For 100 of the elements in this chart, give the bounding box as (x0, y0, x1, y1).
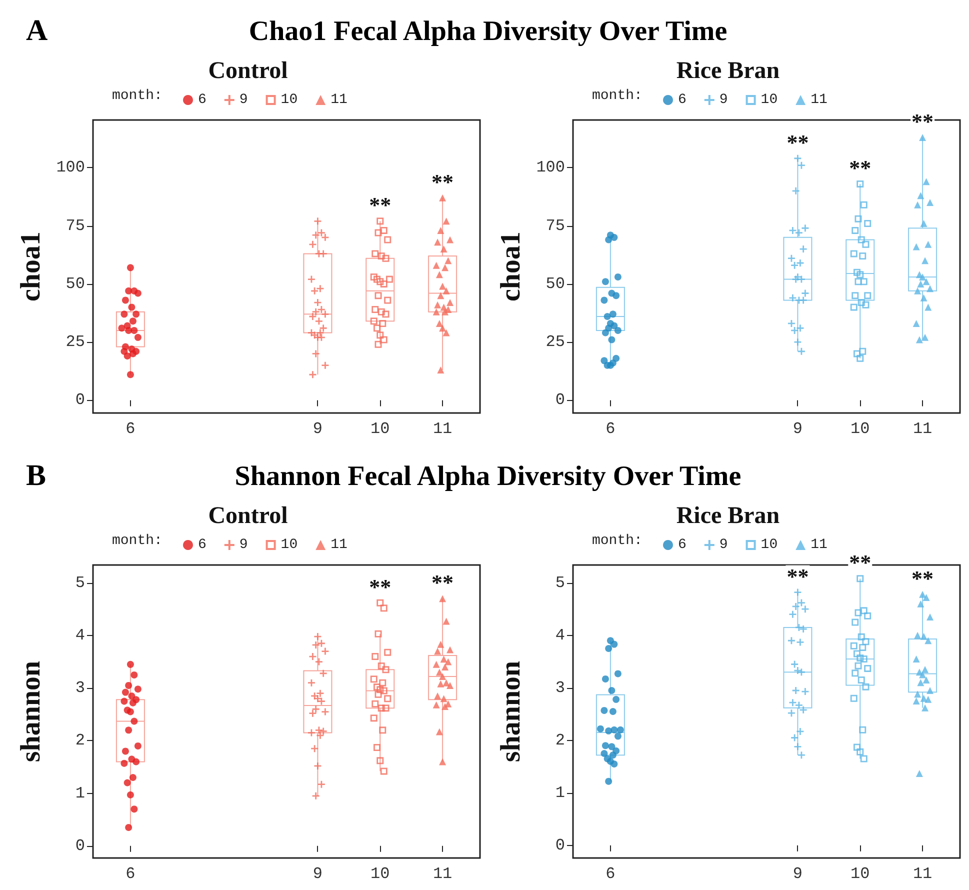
point (800, 626, 807, 633)
point (126, 791, 134, 798)
point (309, 371, 316, 378)
point (856, 748, 864, 756)
point (802, 606, 809, 613)
point (128, 304, 136, 311)
point (796, 728, 804, 735)
point (922, 704, 929, 712)
point (372, 250, 379, 258)
point (442, 287, 450, 294)
point (852, 292, 859, 300)
y-tick-label: 100 (56, 158, 85, 177)
point (800, 296, 807, 304)
point (792, 276, 800, 283)
point (311, 745, 318, 752)
point (440, 656, 448, 663)
point (610, 234, 618, 241)
point (796, 324, 804, 332)
point (791, 734, 798, 742)
point (315, 318, 322, 325)
point (382, 704, 390, 712)
point (864, 292, 872, 300)
point (132, 310, 140, 318)
point (314, 633, 322, 640)
point (134, 742, 142, 750)
y-tick-label: 1 (555, 784, 565, 802)
point (434, 301, 442, 308)
point (439, 673, 446, 680)
point (922, 278, 930, 286)
point (128, 692, 136, 700)
point (316, 690, 324, 697)
point (606, 362, 614, 369)
point (439, 758, 446, 766)
point (444, 658, 452, 666)
point (612, 696, 620, 703)
y-axis-title: choa1 (16, 232, 46, 302)
point (126, 371, 134, 378)
chart-title: Control (208, 58, 288, 84)
point (125, 726, 132, 734)
point (122, 748, 129, 755)
y-tick-label: 50 (546, 274, 565, 293)
point (120, 760, 128, 767)
x-tick-label: 10 (370, 865, 390, 883)
point (436, 271, 443, 278)
point (446, 682, 454, 689)
point (318, 229, 325, 236)
point (309, 240, 316, 248)
point (320, 670, 327, 677)
y-tick-label: 75 (66, 216, 85, 235)
annotation: ** (786, 564, 809, 589)
point (439, 194, 446, 202)
point (600, 706, 608, 714)
point (374, 229, 382, 236)
point (922, 257, 929, 264)
point (122, 688, 129, 696)
x-tick-label: 6 (606, 865, 616, 883)
point (862, 240, 870, 248)
x-tick-label: 11 (432, 420, 452, 438)
legend-title: month: (112, 88, 162, 104)
point (922, 666, 929, 673)
y-tick-label: 0 (75, 391, 85, 410)
point (315, 658, 322, 666)
point (858, 676, 865, 684)
point (437, 680, 444, 688)
point (384, 236, 392, 244)
point (916, 770, 923, 777)
point (380, 768, 388, 775)
y-tick-label: 5 (75, 574, 85, 592)
legend-label: 10 (280, 92, 298, 108)
point (442, 329, 450, 336)
legend-label: 6 (198, 537, 206, 553)
point (322, 708, 329, 716)
point (794, 154, 802, 162)
point (125, 682, 132, 689)
point (926, 613, 934, 620)
point (608, 687, 616, 694)
point (436, 728, 443, 736)
point (382, 666, 390, 674)
point (316, 329, 324, 336)
point (919, 134, 926, 141)
point (374, 744, 381, 752)
point (798, 752, 805, 759)
x-tick-label: 11 (912, 865, 932, 883)
point (610, 760, 618, 768)
point (798, 348, 805, 355)
point (440, 246, 448, 253)
point (789, 294, 796, 302)
point (916, 336, 923, 344)
x-tick-label: 6 (126, 420, 136, 438)
x-tick-label: 6 (606, 420, 616, 438)
point (856, 354, 864, 362)
point (854, 215, 862, 222)
point (129, 350, 136, 358)
point (322, 310, 329, 318)
y-tick-label: 1 (75, 784, 85, 802)
point (308, 679, 315, 686)
point (437, 640, 444, 648)
point (850, 694, 858, 702)
point (920, 294, 928, 302)
point (382, 254, 390, 262)
